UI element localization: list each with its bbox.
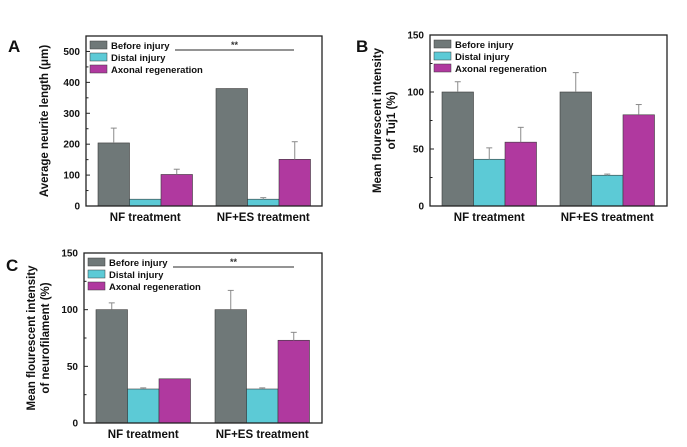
y-tick-label: 100 xyxy=(61,305,78,316)
bar-before-0 xyxy=(441,91,474,207)
bar-axonal-1 xyxy=(622,114,655,207)
panel-c: C 0 50 100 150 NF treatment NF+ES treatment Mea… xyxy=(6,249,323,441)
legend-swatch-axonal xyxy=(87,281,106,291)
legend-swatch-distal xyxy=(433,51,452,61)
y-axis-label: of Tuj1 (%) xyxy=(386,91,398,149)
bar-before-1 xyxy=(215,88,248,207)
bar-distal-1 xyxy=(591,174,624,207)
legend-label-distal: Distal injury xyxy=(111,53,166,64)
y-tick-label: 150 xyxy=(407,31,424,42)
legend-swatch-before xyxy=(433,39,452,49)
y-tick-label: 100 xyxy=(63,171,80,182)
legend-label-before: Before injury xyxy=(455,40,514,51)
panel-label: C xyxy=(6,256,18,275)
category-label: NF+ES treatment xyxy=(561,212,654,224)
panel-a: A 0 100 200 300 400 500 NF treatment NF+ES treat… xyxy=(8,35,323,224)
category-label: NF+ES treatment xyxy=(217,212,310,224)
y-tick-label: 300 xyxy=(63,109,80,120)
y-tick-label: 400 xyxy=(63,78,80,89)
bar-distal-0 xyxy=(129,198,162,207)
legend-swatch-axonal xyxy=(89,64,108,74)
legend-swatch-before xyxy=(87,257,106,267)
y-axis-label: Mean flourescent intensity xyxy=(26,265,38,411)
significance-label: ** xyxy=(231,40,239,50)
panel-label: A xyxy=(8,37,20,56)
bar-distal-1 xyxy=(247,198,280,207)
bar-axonal-1 xyxy=(277,339,310,424)
legend-swatch-before xyxy=(89,40,108,50)
bar-distal-1 xyxy=(246,388,279,424)
bar-axonal-1 xyxy=(278,159,311,207)
y-tick-label: 150 xyxy=(61,249,78,260)
bar-before-0 xyxy=(97,142,130,207)
category-label: NF treatment xyxy=(454,212,525,224)
y-tick-label: 500 xyxy=(63,47,80,58)
bar-distal-0 xyxy=(127,388,160,424)
panel-label: B xyxy=(356,37,368,56)
plot-frame xyxy=(85,35,323,207)
bar-distal-0 xyxy=(473,158,506,207)
legend-swatch-axonal xyxy=(433,63,452,73)
bar-before-0 xyxy=(95,309,128,424)
y-tick-label: 0 xyxy=(72,419,78,430)
legend-label-before: Before injury xyxy=(111,41,170,52)
y-axis-label: Average neurite length (μm) xyxy=(39,45,51,197)
legend-label-axonal: Axonal regeneration xyxy=(455,64,547,75)
y-tick-label: 100 xyxy=(407,88,424,99)
y-tick-label: 0 xyxy=(74,202,80,213)
panel-b: B 0 50 100 150 NF treatment NF+ES treatment Mea… xyxy=(356,31,668,224)
category-label: NF treatment xyxy=(110,212,181,224)
legend-label-before: Before injury xyxy=(109,258,168,269)
category-label: NF+ES treatment xyxy=(216,429,309,441)
y-tick-label: 50 xyxy=(67,362,79,373)
y-tick-label: 200 xyxy=(63,140,80,151)
bar-axonal-0 xyxy=(504,141,537,207)
y-axis-label: Mean flourescent intensity xyxy=(372,47,384,193)
bar-before-1 xyxy=(214,309,247,424)
significance-label: ** xyxy=(230,257,238,267)
bar-axonal-0 xyxy=(160,174,193,207)
legend-swatch-distal xyxy=(89,52,108,62)
category-label: NF treatment xyxy=(108,429,179,441)
bar-before-1 xyxy=(559,91,592,207)
bar-axonal-0 xyxy=(158,378,191,424)
legend-label-distal: Distal injury xyxy=(455,52,510,63)
y-axis-label: of neurofilament (%) xyxy=(40,282,52,393)
legend-label-distal: Distal injury xyxy=(109,270,164,281)
y-tick-label: 50 xyxy=(413,145,425,156)
y-tick-label: 0 xyxy=(418,202,424,213)
legend-swatch-distal xyxy=(87,269,106,279)
legend-label-axonal: Axonal regeneration xyxy=(111,65,203,76)
legend-label-axonal: Axonal regeneration xyxy=(109,282,201,293)
